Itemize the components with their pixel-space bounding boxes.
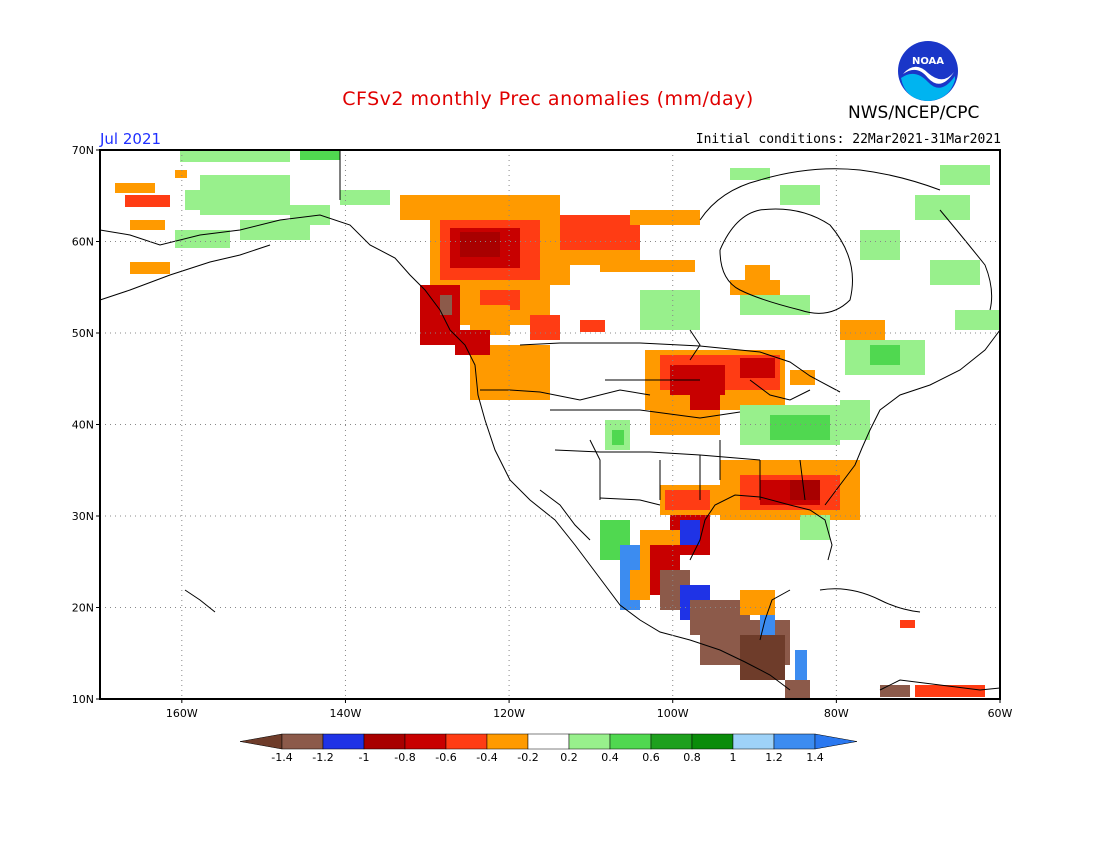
- valid-month-label: Jul 2021: [100, 130, 162, 148]
- colorbar-label: 0.4: [601, 751, 619, 764]
- colorbar-label: 0.6: [642, 751, 660, 764]
- colorbar-swatch: [363, 733, 406, 750]
- colorbar-label: 1.4: [806, 751, 824, 764]
- colorbar-label: -1: [359, 751, 370, 764]
- lat-tick-label: 70N: [72, 144, 94, 157]
- colorbar-swatch: [445, 733, 488, 750]
- colorbar-swatch: [404, 733, 447, 750]
- colorbar-label: 1: [730, 751, 737, 764]
- colorbar-swatch: [732, 733, 775, 750]
- latitude-labels: 70N 60N 50N 40N 30N 20N 10N: [72, 144, 94, 706]
- lat-tick-label: 40N: [72, 419, 94, 432]
- colorbar-swatch: [322, 733, 365, 750]
- organization-label: NWS/NCEP/CPC: [848, 103, 980, 123]
- colorbar: -1.4 -1.2 -1 -0.8 -0.6 -0.4 -0.2 0.2 0.4 0.6 0.8 1 1…: [239, 733, 858, 764]
- logo-text: NOAA: [912, 56, 944, 67]
- colorbar-right-arrow: [814, 733, 858, 750]
- colorbar-left-arrow: [239, 733, 283, 750]
- map-gridlines: [96, 149, 1001, 703]
- lon-tick-label: 120W: [493, 707, 525, 720]
- lat-tick-label: 10N: [72, 693, 94, 706]
- colorbar-label: 0.8: [683, 751, 701, 764]
- lon-tick-label: 160W: [166, 707, 198, 720]
- map-frame: [99, 149, 1001, 700]
- colorbar-label: -0.8: [394, 751, 415, 764]
- lon-tick-label: 140W: [330, 707, 362, 720]
- colorbar-swatch: [486, 733, 529, 750]
- colorbar-swatch: [568, 733, 611, 750]
- colorbar-label: -1.2: [312, 751, 333, 764]
- lon-tick-label: 100W: [657, 707, 689, 720]
- colorbar-label: -0.2: [517, 751, 538, 764]
- colorbar-label: 1.2: [765, 751, 783, 764]
- colorbar-label: -0.6: [435, 751, 456, 764]
- anomaly-shading: [115, 150, 1000, 698]
- initial-conditions-label: Initial conditions: 22Mar2021-31Mar2021: [695, 132, 1001, 147]
- colorbar-swatch: [527, 733, 570, 750]
- colorbar-swatch: [650, 733, 693, 750]
- chart-title: CFSv2 monthly Prec anomalies (mm/day): [342, 88, 754, 110]
- lon-tick-label: 80W: [824, 707, 849, 720]
- colorbar-label: -1.4: [271, 751, 292, 764]
- lat-tick-label: 20N: [72, 602, 94, 615]
- colorbar-swatch: [281, 733, 324, 750]
- colorbar-swatch: [609, 733, 652, 750]
- lon-tick-label: 60W: [988, 707, 1013, 720]
- lat-tick-label: 30N: [72, 510, 94, 523]
- colorbar-swatch: [691, 733, 734, 750]
- colorbar-label: -0.4: [476, 751, 497, 764]
- longitude-labels: 160W 140W 120W 100W 80W 60W: [166, 707, 1013, 720]
- coastlines: [99, 150, 1001, 691]
- colorbar-label: 0.2: [560, 751, 578, 764]
- lat-tick-label: 50N: [72, 327, 94, 340]
- colorbar-swatch: [773, 733, 816, 750]
- noaa-logo: NOAA: [897, 40, 959, 102]
- lat-tick-label: 60N: [72, 236, 94, 249]
